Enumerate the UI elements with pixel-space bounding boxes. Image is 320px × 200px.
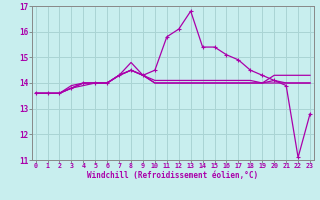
X-axis label: Windchill (Refroidissement éolien,°C): Windchill (Refroidissement éolien,°C) bbox=[87, 171, 258, 180]
